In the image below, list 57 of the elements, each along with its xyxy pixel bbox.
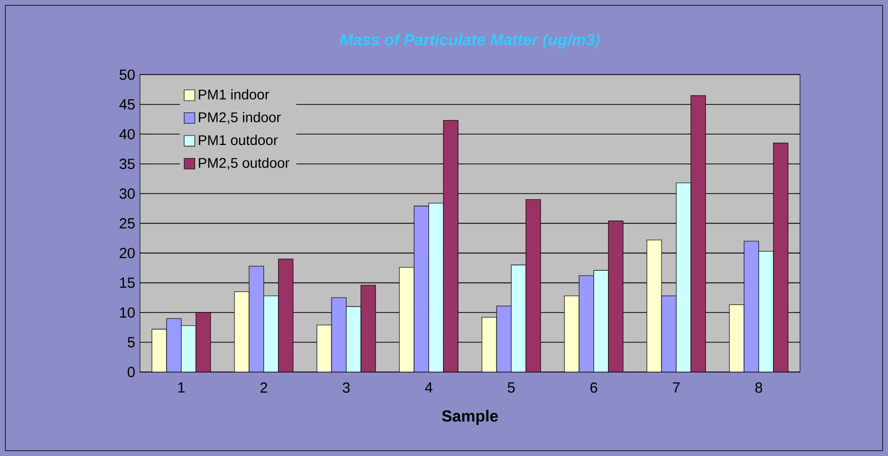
y-tick-label: 10 — [120, 307, 135, 318]
bar — [496, 306, 512, 372]
bar — [248, 266, 264, 372]
bar — [166, 318, 182, 372]
x-tick-label: 7 — [672, 382, 680, 392]
y-tick-label: 15 — [120, 278, 135, 288]
bar — [443, 120, 458, 372]
bar — [152, 328, 167, 372]
bar — [608, 220, 624, 372]
x-tick-label: 3 — [342, 382, 350, 393]
bar — [399, 267, 414, 372]
y-tick-label: 0 — [128, 366, 135, 378]
y-tick-label: 25 — [120, 218, 135, 229]
bar — [661, 296, 677, 372]
y-tick-label: 50 — [120, 69, 135, 80]
x-tick-label: 1 — [178, 382, 185, 392]
bar — [316, 324, 332, 372]
y-tick-label: 45 — [119, 99, 135, 110]
legend-label: PM1 outdoor — [198, 134, 278, 146]
y-tick-label: 40 — [119, 128, 135, 140]
bar — [511, 264, 526, 372]
y-tick-label: 30 — [120, 188, 135, 199]
x-tick-label: 2 — [260, 382, 268, 393]
bar — [773, 142, 788, 372]
y-tick-label: 20 — [120, 248, 135, 258]
bar — [564, 296, 580, 372]
bar — [593, 270, 609, 372]
bar — [646, 240, 662, 372]
legend-label: PM1 indoor — [198, 89, 270, 100]
bar — [234, 291, 250, 372]
bar — [729, 304, 744, 372]
bar — [360, 284, 376, 372]
x-tick-label: 5 — [508, 382, 515, 393]
bar — [758, 251, 774, 372]
x-tick-label: 4 — [425, 382, 432, 392]
bar — [690, 95, 706, 372]
bar — [578, 275, 594, 372]
bar — [744, 240, 760, 372]
x-axis-title: Sample — [442, 410, 498, 425]
bar — [263, 296, 279, 372]
bar — [414, 206, 430, 372]
bar — [428, 202, 444, 372]
bar — [346, 306, 362, 372]
x-tick-label: 8 — [755, 382, 762, 393]
legend-label: PM2,5 outdoor — [198, 158, 290, 170]
legend-label: PM2,5 indoor — [198, 112, 281, 124]
bar — [196, 312, 211, 372]
bar — [278, 258, 294, 372]
bar — [676, 182, 692, 372]
bar — [180, 325, 196, 372]
y-tick-label: 5 — [128, 337, 135, 348]
x-tick-label: 6 — [590, 382, 598, 393]
y-tick-label: 35 — [120, 158, 135, 170]
bar — [482, 317, 497, 372]
bar — [331, 297, 347, 372]
chart-title: Mass of Particulate Matter (ug/m3) — [340, 34, 600, 49]
bar — [526, 200, 541, 372]
